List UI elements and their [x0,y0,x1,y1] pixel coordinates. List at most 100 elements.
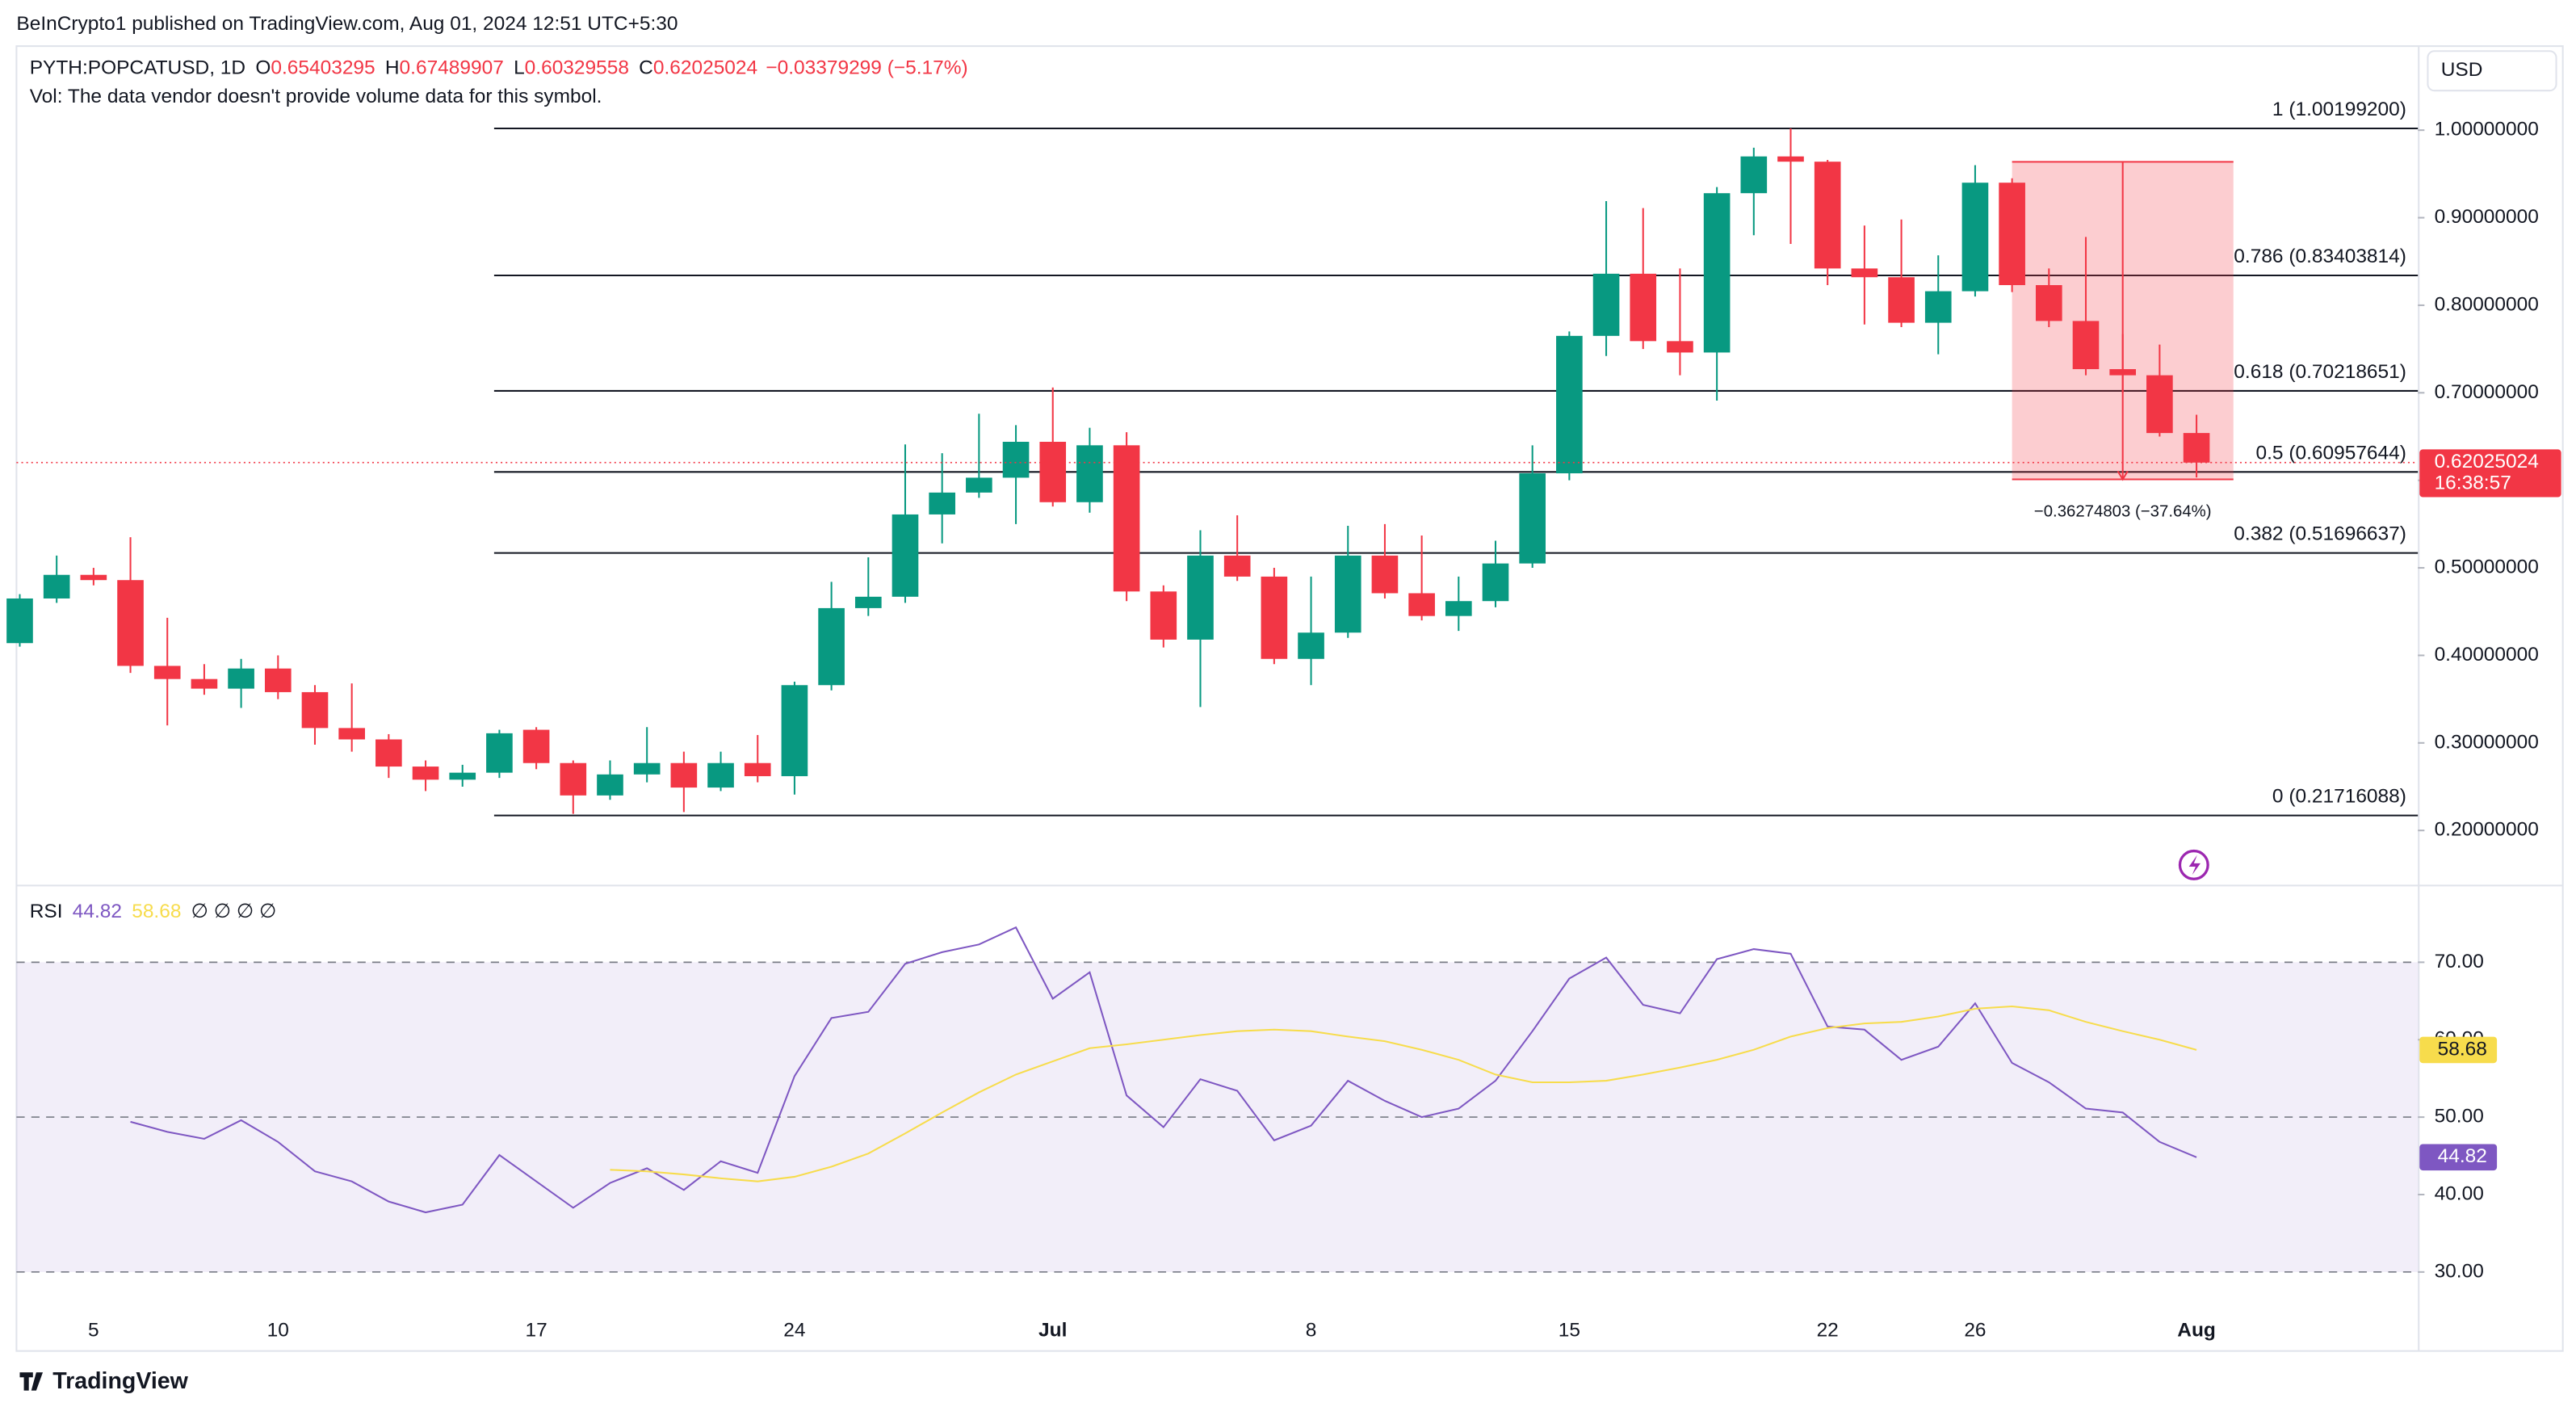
y-tick-label: 0.20000000 [2435,819,2539,841]
candle-body [818,607,845,686]
logo-icon [19,1372,44,1391]
fib-label: 0 (0.21716088) [2272,786,2406,808]
x-tick-label: 22 [1817,1320,1839,1342]
rsi-tag-value: 58.68 [2438,1038,2487,1060]
x-tick-label: 24 [783,1320,805,1342]
candle-body [2146,375,2173,434]
candle-body [486,733,513,773]
candle-body [264,668,292,692]
candle-body [1924,291,1952,323]
y-tick-label: 0.90000000 [2435,206,2539,228]
fib-label: 0.5 (0.60957644) [2256,442,2406,464]
candle-body [966,477,992,493]
publisher: BeInCrypto1 published on TradingView.com… [16,13,678,35]
ohlc-key: C [639,57,653,79]
candle-body [1261,576,1288,659]
candle-body [1113,445,1140,592]
y-tick-label: 40.00 [2435,1182,2484,1204]
measure-label: −0.36274803 (−37.64%) [2034,503,2212,521]
candle-body [892,514,919,597]
candle-body [1556,335,1583,474]
y-tick-label: 0.40000000 [2435,644,2539,666]
price-tag [2419,449,2561,498]
ohlc-value: 0.60329558 [525,57,629,79]
candle-body [2109,369,2137,376]
rsi-line [610,1005,2197,1182]
candle-body [6,598,33,644]
candle-body [1408,593,1435,616]
y-tick-label: 30.00 [2435,1260,2484,1282]
candle-body [1999,183,2025,285]
candle-body [412,766,439,780]
candle-body [117,580,144,666]
x-tick-label: 10 [267,1320,289,1342]
frame [15,45,2564,1352]
candle-body [228,668,254,689]
candle-body [560,762,587,796]
candle-body [597,774,623,796]
candle-body [1814,162,1841,269]
candle-body [301,691,329,729]
candle-body [338,728,365,740]
fib-label: 0.786 (0.83403814) [2234,246,2406,267]
candle-body [1223,555,1251,577]
y-tick-label: 0.80000000 [2435,293,2539,315]
fib-label: 0.618 (0.70218651) [2234,361,2406,383]
candle-body [1076,445,1103,502]
y-tick-label: 0.30000000 [2435,731,2539,753]
y-tick-label: 0.70000000 [2435,381,2539,403]
candle-body [1888,277,1915,323]
x-tick-label: Jul [1038,1320,1067,1342]
x-tick-label: 17 [525,1320,547,1342]
candle-body [375,739,402,767]
candle-body [191,678,218,689]
x-tick-label: 26 [1964,1320,1986,1342]
candle-body [781,685,808,776]
y-tick-label: 50.00 [2435,1106,2484,1128]
alert-bolt [2188,855,2201,876]
candle-body [1445,601,1472,616]
candle-body [633,762,661,775]
volume-note: Vol: The data vendor doesn't provide vol… [30,86,602,107]
candle-body [1519,473,1546,564]
candle-body [1150,591,1177,640]
rsi-value: 44.82 [73,901,122,923]
candle-body [707,762,734,788]
candle-body [2183,433,2210,463]
candle-body [1851,268,1878,278]
symbol: PYTH:POPCATUSD, 1D [30,57,245,79]
candle-body [153,666,181,679]
currency-button[interactable] [2427,50,2557,92]
ohlc-key: L [514,57,525,79]
measure-arrowhead [2117,470,2129,481]
y-tick-label: 1.00000000 [2435,119,2539,141]
rsi-extra: ∅ ∅ ∅ ∅ [191,901,277,923]
candle-body [2035,284,2062,321]
candle-body [1371,555,1399,594]
candle-body [449,772,476,780]
x-tick-label: 15 [1559,1320,1580,1342]
rsi-line [130,926,2197,1214]
candle-body [1740,156,1768,194]
rsi-tag [2419,1144,2498,1171]
x-tick-label: 8 [1306,1320,1317,1342]
candle-body [43,574,70,598]
ohlc-value: 0.62025024 [653,57,757,79]
candle-body [522,729,550,763]
y-tick-label: 70.00 [2435,951,2484,972]
candle-body [1298,632,1324,659]
candle-body [854,596,882,608]
candle-body [1630,273,1657,342]
candle-body [1667,341,1693,353]
y-tick-label: 0.50000000 [2435,556,2539,578]
fib-label: 1 (1.00199200) [2272,99,2406,120]
alert-icon[interactable] [2178,849,2209,880]
candle-body [670,762,698,788]
ohlc-value: 0.65403295 [271,57,375,79]
ohlc-value: 0.67489907 [400,57,504,79]
candle-body [1482,563,1509,602]
rsi-value: 58.68 [132,901,181,923]
currency[interactable]: USD [2441,59,2483,81]
price-tag-value: 0.62025024 [2435,451,2539,472]
